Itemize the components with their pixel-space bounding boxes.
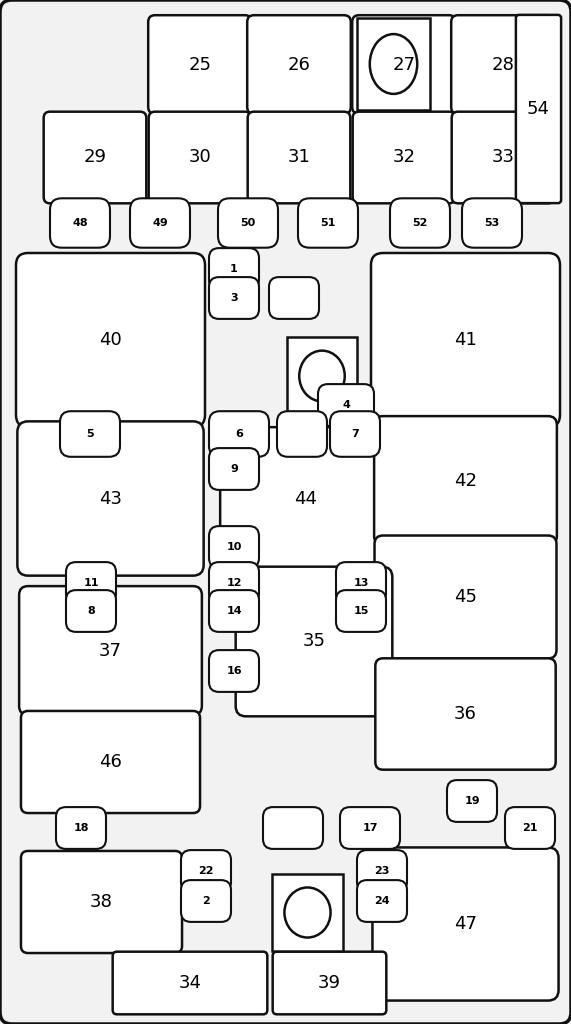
- FancyBboxPatch shape: [209, 562, 259, 604]
- FancyBboxPatch shape: [209, 590, 259, 632]
- FancyBboxPatch shape: [263, 807, 323, 849]
- Text: 25: 25: [188, 55, 211, 74]
- Bar: [357, 18, 430, 110]
- Text: 24: 24: [374, 896, 390, 906]
- Text: 9: 9: [230, 464, 238, 474]
- FancyBboxPatch shape: [209, 650, 259, 692]
- Text: 10: 10: [226, 542, 242, 552]
- FancyBboxPatch shape: [50, 199, 110, 248]
- Text: 35: 35: [303, 633, 325, 650]
- Text: 49: 49: [152, 218, 168, 228]
- FancyBboxPatch shape: [148, 15, 252, 114]
- FancyBboxPatch shape: [181, 880, 231, 922]
- Text: 22: 22: [198, 866, 214, 876]
- FancyBboxPatch shape: [56, 807, 106, 849]
- FancyBboxPatch shape: [209, 248, 259, 290]
- Text: 4: 4: [342, 400, 350, 410]
- FancyBboxPatch shape: [21, 851, 182, 953]
- FancyBboxPatch shape: [209, 526, 259, 568]
- FancyBboxPatch shape: [209, 412, 269, 457]
- FancyBboxPatch shape: [372, 848, 558, 1000]
- Text: 39: 39: [318, 974, 341, 992]
- Text: 21: 21: [522, 823, 538, 833]
- Text: 51: 51: [320, 218, 336, 228]
- FancyBboxPatch shape: [516, 15, 561, 203]
- Text: 7: 7: [351, 429, 359, 439]
- FancyBboxPatch shape: [247, 15, 351, 114]
- Text: 31: 31: [288, 148, 311, 167]
- FancyBboxPatch shape: [269, 278, 319, 318]
- Text: 42: 42: [454, 471, 477, 489]
- Text: 26: 26: [288, 55, 311, 74]
- FancyBboxPatch shape: [357, 850, 407, 892]
- Text: 28: 28: [492, 55, 514, 74]
- Text: 29: 29: [83, 148, 107, 167]
- Text: 1: 1: [230, 264, 238, 274]
- Text: 16: 16: [226, 666, 242, 676]
- Text: 43: 43: [99, 489, 122, 508]
- FancyBboxPatch shape: [298, 199, 358, 248]
- Bar: [272, 874, 343, 951]
- Text: 19: 19: [464, 796, 480, 806]
- Text: 41: 41: [454, 331, 477, 349]
- FancyBboxPatch shape: [505, 807, 555, 849]
- FancyBboxPatch shape: [19, 586, 202, 715]
- Ellipse shape: [299, 350, 345, 401]
- Text: 13: 13: [353, 578, 369, 588]
- FancyBboxPatch shape: [218, 199, 278, 248]
- FancyBboxPatch shape: [21, 711, 200, 813]
- Text: 5: 5: [86, 429, 94, 439]
- FancyBboxPatch shape: [330, 412, 380, 457]
- FancyBboxPatch shape: [374, 416, 557, 545]
- FancyBboxPatch shape: [148, 112, 251, 204]
- Text: 8: 8: [87, 606, 95, 616]
- FancyBboxPatch shape: [375, 536, 557, 658]
- FancyBboxPatch shape: [390, 199, 450, 248]
- FancyBboxPatch shape: [340, 807, 400, 849]
- Text: 54: 54: [527, 100, 550, 118]
- Text: 38: 38: [90, 893, 113, 911]
- FancyBboxPatch shape: [66, 562, 116, 604]
- Bar: [287, 337, 357, 415]
- Text: 33: 33: [492, 148, 514, 167]
- FancyBboxPatch shape: [371, 253, 560, 427]
- Text: 3: 3: [230, 293, 238, 303]
- FancyBboxPatch shape: [60, 412, 120, 457]
- FancyBboxPatch shape: [17, 421, 204, 575]
- Text: 30: 30: [188, 148, 211, 167]
- Text: 14: 14: [226, 606, 242, 616]
- Text: 37: 37: [99, 641, 122, 659]
- FancyBboxPatch shape: [352, 15, 456, 114]
- Ellipse shape: [370, 34, 417, 94]
- Ellipse shape: [284, 888, 331, 938]
- FancyBboxPatch shape: [181, 850, 231, 892]
- Text: 2: 2: [202, 896, 210, 906]
- Text: 50: 50: [240, 218, 256, 228]
- FancyBboxPatch shape: [130, 199, 190, 248]
- FancyBboxPatch shape: [209, 278, 259, 318]
- FancyBboxPatch shape: [248, 112, 351, 204]
- FancyBboxPatch shape: [462, 199, 522, 248]
- FancyBboxPatch shape: [452, 112, 554, 204]
- FancyBboxPatch shape: [209, 449, 259, 489]
- Text: 36: 36: [454, 705, 477, 723]
- FancyBboxPatch shape: [273, 951, 387, 1015]
- FancyBboxPatch shape: [447, 780, 497, 822]
- FancyBboxPatch shape: [236, 566, 392, 717]
- Text: 47: 47: [454, 915, 477, 933]
- Text: 53: 53: [484, 218, 500, 228]
- FancyBboxPatch shape: [277, 412, 327, 457]
- FancyBboxPatch shape: [353, 112, 455, 204]
- Text: 18: 18: [73, 823, 89, 833]
- Text: 11: 11: [83, 578, 99, 588]
- FancyBboxPatch shape: [336, 590, 386, 632]
- Text: 27: 27: [392, 55, 416, 74]
- Text: 15: 15: [353, 606, 369, 616]
- FancyBboxPatch shape: [112, 951, 267, 1015]
- Text: 6: 6: [235, 429, 243, 439]
- FancyBboxPatch shape: [318, 384, 374, 426]
- Text: 34: 34: [179, 974, 202, 992]
- Text: 32: 32: [392, 148, 416, 167]
- FancyBboxPatch shape: [66, 590, 116, 632]
